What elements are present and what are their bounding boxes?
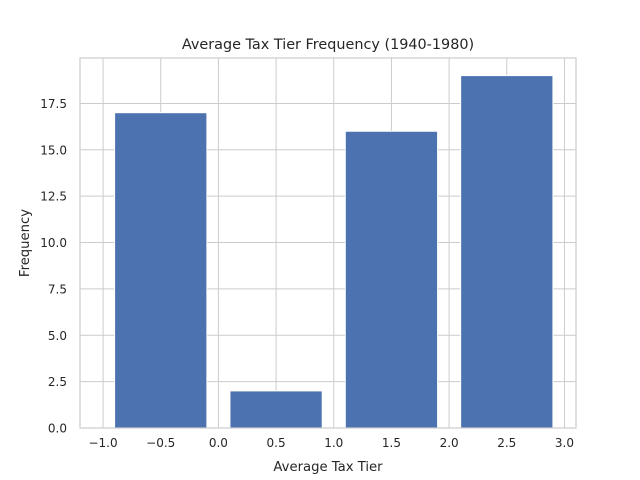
x-tick-label: 2.5 (497, 436, 516, 450)
x-tick-label: 2.0 (440, 436, 459, 450)
x-tick-label: 3.0 (555, 436, 574, 450)
y-tick-label: 2.5 (48, 375, 67, 389)
x-tick-label: −1.0 (88, 436, 117, 450)
y-axis-label: Frequency (18, 209, 33, 277)
tick-labels: −1.0 −0.5 0.0 0.5 1.0 1.5 2.0 2.5 3.0 0.0 2.5 5.0 7.… (40, 97, 574, 450)
x-axis-label: Average Tax Tier (273, 460, 383, 475)
x-tick-label: 1.5 (382, 436, 401, 450)
plot-frame (79, 57, 577, 429)
y-tick-label: 7.5 (48, 282, 67, 296)
y-tick-label: 0.0 (48, 422, 67, 436)
bar (344, 130, 439, 429)
chart-title: Average Tax Tier Frequency (1940-1980) (182, 37, 474, 53)
y-tick-label: 17.5 (40, 97, 67, 111)
bar (460, 75, 554, 429)
x-tick-label: −0.5 (146, 436, 175, 450)
bars (114, 75, 554, 429)
bar (229, 390, 323, 429)
y-tick-label: 15.0 (40, 143, 67, 157)
x-tick-label: 1.0 (324, 436, 343, 450)
y-tick-label: 12.5 (40, 190, 67, 204)
y-tick-label: 10.0 (40, 236, 67, 250)
bar (114, 112, 208, 429)
y-tick-label: 5.0 (48, 329, 67, 343)
x-tick-label: 0.5 (267, 436, 286, 450)
x-tick-label: 0.0 (209, 436, 228, 450)
